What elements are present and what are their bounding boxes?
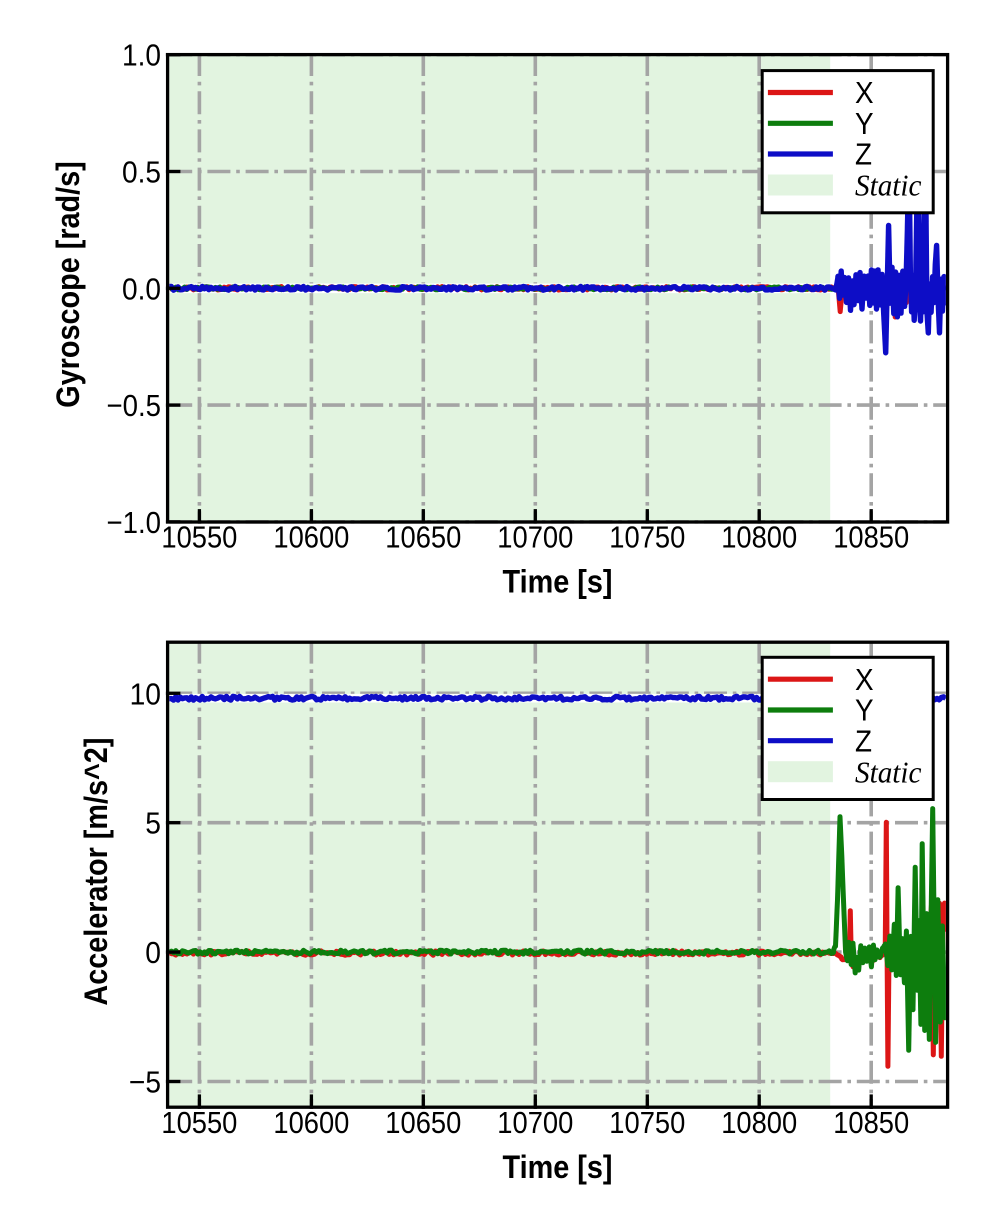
svg-text:1.0: 1.0 bbox=[122, 38, 161, 73]
svg-text:−5: −5 bbox=[129, 1065, 161, 1100]
svg-text:Z: Z bbox=[855, 137, 872, 172]
svg-text:10700: 10700 bbox=[497, 519, 573, 554]
svg-text:0.5: 0.5 bbox=[122, 155, 161, 190]
svg-text:10550: 10550 bbox=[161, 1105, 237, 1140]
svg-text:Static: Static bbox=[855, 168, 922, 203]
svg-text:Y: Y bbox=[855, 106, 874, 141]
svg-text:Y: Y bbox=[855, 693, 874, 728]
svg-text:5: 5 bbox=[145, 806, 161, 841]
svg-text:10600: 10600 bbox=[273, 519, 349, 554]
svg-text:0: 0 bbox=[145, 935, 161, 970]
svg-text:10850: 10850 bbox=[833, 519, 909, 554]
svg-text:Z: Z bbox=[855, 723, 872, 758]
svg-text:X: X bbox=[855, 75, 874, 110]
svg-text:Gyroscope [rad/s]: Gyroscope [rad/s] bbox=[50, 161, 86, 408]
svg-text:10800: 10800 bbox=[721, 519, 797, 554]
svg-text:10650: 10650 bbox=[385, 519, 461, 554]
svg-text:10650: 10650 bbox=[385, 1105, 461, 1140]
svg-text:10750: 10750 bbox=[609, 1105, 685, 1140]
svg-text:10: 10 bbox=[130, 676, 161, 711]
svg-text:−1.0: −1.0 bbox=[107, 505, 162, 540]
svg-text:10550: 10550 bbox=[161, 519, 237, 554]
svg-text:10850: 10850 bbox=[833, 1105, 909, 1140]
svg-text:Static: Static bbox=[855, 754, 922, 789]
svg-text:Time [s]: Time [s] bbox=[503, 1149, 613, 1185]
svg-text:Accelerator [m/s^2]: Accelerator [m/s^2] bbox=[78, 738, 114, 1006]
svg-text:0.0: 0.0 bbox=[122, 271, 161, 306]
svg-text:10700: 10700 bbox=[497, 1105, 573, 1140]
svg-text:−0.5: −0.5 bbox=[107, 388, 162, 423]
svg-text:10750: 10750 bbox=[609, 519, 685, 554]
svg-text:10600: 10600 bbox=[273, 1105, 349, 1140]
svg-text:X: X bbox=[855, 662, 874, 697]
svg-text:10800: 10800 bbox=[721, 1105, 797, 1140]
svg-text:Time [s]: Time [s] bbox=[503, 563, 613, 599]
